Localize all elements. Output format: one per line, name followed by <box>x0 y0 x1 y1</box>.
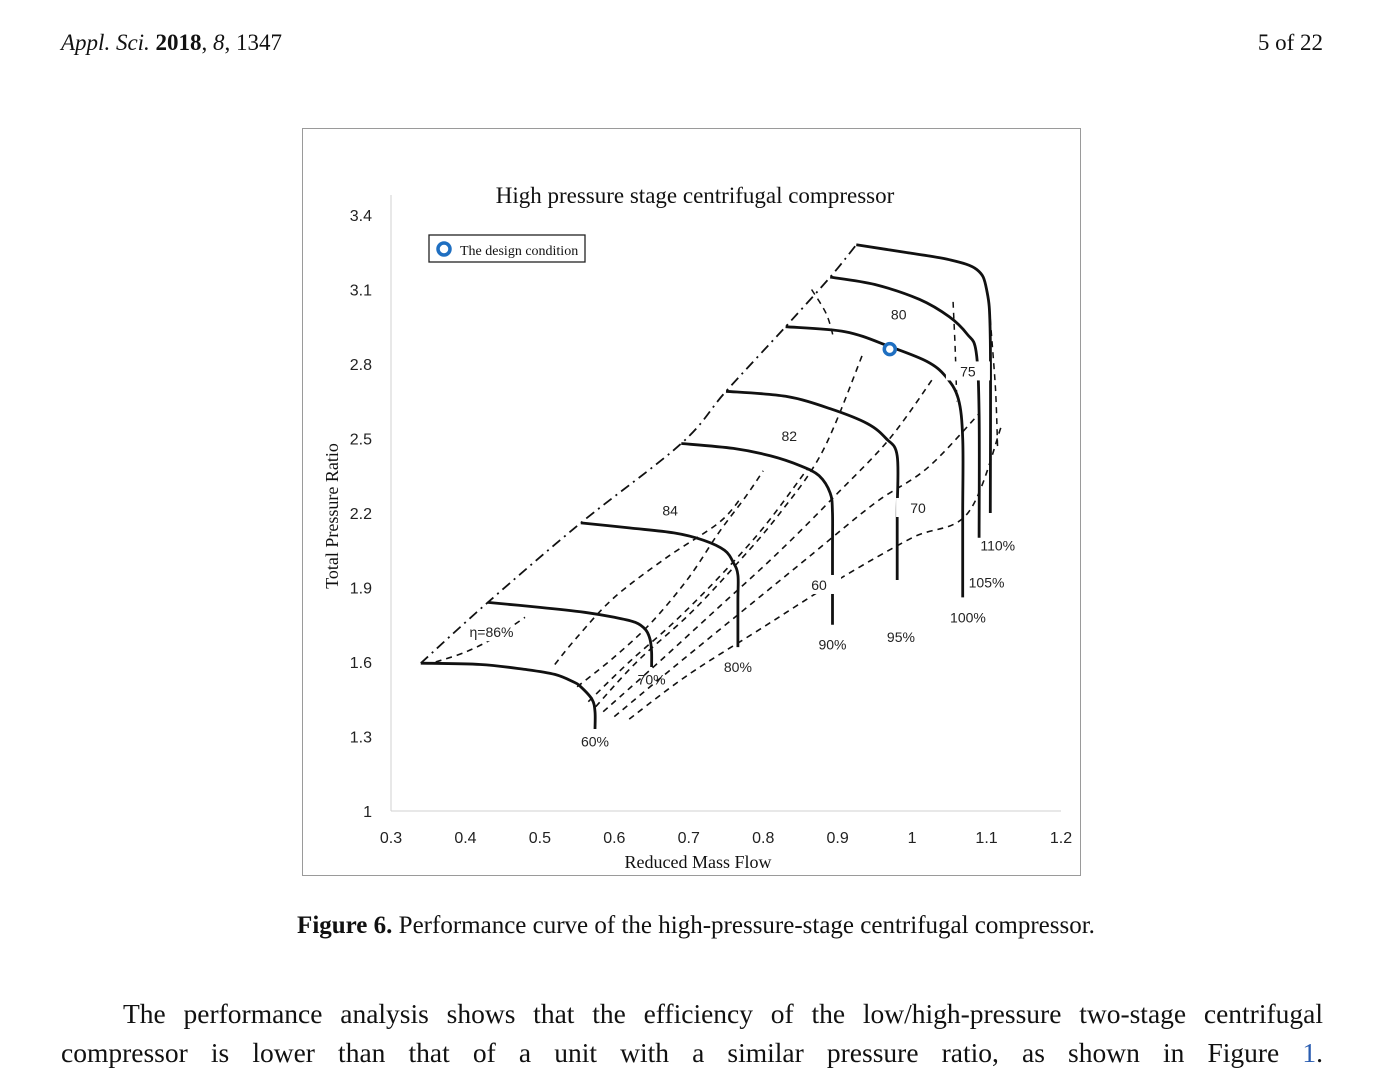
y-tick-label: 3.4 <box>350 208 372 225</box>
efficiency-contour <box>602 375 936 713</box>
speed-line <box>420 661 597 730</box>
x-tick-label: 0.8 <box>752 830 774 847</box>
y-tick-label: 1.6 <box>350 655 372 672</box>
comma-separator: , <box>224 30 231 55</box>
speed-label: 95% <box>887 629 915 645</box>
chart-title: High pressure stage centrifugal compress… <box>496 183 895 208</box>
article-number: 1347 <box>236 30 283 55</box>
x-tick-label: 1.1 <box>975 830 997 847</box>
efficiency-label: 70 <box>910 500 926 516</box>
speed-label: 80% <box>724 659 752 675</box>
speed-label: 110% <box>980 537 1015 553</box>
paragraph-line-2-text: compressor is lower than that of a unit … <box>61 1037 1280 1068</box>
y-tick-label: 2.8 <box>350 357 372 374</box>
y-tick-label: 1 <box>363 804 372 821</box>
y-tick-label: 2.5 <box>350 432 372 449</box>
y-axis-label: Total Pressure Ratio <box>322 443 342 589</box>
efficiency-contour <box>628 425 1003 720</box>
choke-dash-line <box>810 289 835 340</box>
efficiency-label: 82 <box>781 428 797 444</box>
x-axis-label: Reduced Mass Flow <box>625 852 772 872</box>
efficiency-label: 84 <box>662 502 678 518</box>
contour-label-background <box>896 498 941 517</box>
efficiency-label: 75 <box>960 363 976 379</box>
efficiency-label: 80 <box>891 306 907 322</box>
y-tick-label: 1.3 <box>350 730 372 747</box>
speed-label: 70% <box>638 671 666 687</box>
body-paragraph: The performance analysis shows that the … <box>61 994 1323 1072</box>
design-point-marker <box>882 341 898 357</box>
x-tick-label: 1 <box>908 830 917 847</box>
speed-line <box>829 275 981 538</box>
contour-label-background <box>767 425 812 445</box>
figure-caption: Figure 6. Performance curve of the high-… <box>0 912 1392 940</box>
efficiency-contour <box>435 616 526 663</box>
x-tick-label: 0.7 <box>678 830 700 847</box>
legend: The design condition <box>428 234 586 263</box>
x-tick-label: 0.3 <box>380 830 402 847</box>
speed-line <box>487 601 654 668</box>
speed-line <box>785 325 965 598</box>
performance-chart: 0.3 0.4 0.5 0.6 0.7 0.8 0.9 1 1.1 1.2 1 1.3 1.6 1.9 2.… <box>322 183 1072 872</box>
figure-frame: 0.3 0.4 0.5 0.6 0.7 0.8 0.9 1 1.1 1.2 1 1.3 1.6 1.9 2.… <box>302 128 1081 876</box>
speed-line <box>725 389 900 580</box>
journal-volume: 8 <box>213 30 225 55</box>
efficiency-contour <box>587 467 809 703</box>
efficiency-contour <box>576 470 764 688</box>
efficiency-contour <box>613 413 980 718</box>
y-tick-label: 3.1 <box>350 283 372 300</box>
speed-label: 100% <box>950 609 986 625</box>
comma-separator: , <box>201 30 208 55</box>
caption-text: Performance curve of the high-pressure-s… <box>398 912 1095 939</box>
speed-label: 90% <box>818 637 846 653</box>
paragraph-line-2-end: . <box>1316 1037 1323 1068</box>
figure-reference-link[interactable]: 1 <box>1302 1037 1317 1068</box>
legend-label: The design condition <box>460 244 578 259</box>
journal-name: Appl. Sci. <box>61 30 150 55</box>
x-tick-label: 0.6 <box>603 830 625 847</box>
x-tick-label: 0.4 <box>454 830 476 847</box>
speed-line <box>580 521 740 648</box>
speed-line <box>681 442 835 625</box>
paragraph-line-1: The performance analysis shows that the … <box>123 998 1323 1029</box>
page-number: 5 of 22 <box>1257 30 1323 55</box>
x-tick-label: 1.2 <box>1050 830 1072 847</box>
efficiency-label: η=86% <box>470 624 514 640</box>
contour-label-background <box>945 361 990 381</box>
surge-line <box>420 244 857 664</box>
legend-marker-icon <box>436 241 452 257</box>
contour-label-background <box>876 304 921 324</box>
legend-box <box>428 234 586 263</box>
x-tick-label: 0.5 <box>529 830 551 847</box>
journal-year: 2018 <box>155 30 202 55</box>
x-tick-label: 0.9 <box>827 830 849 847</box>
speed-label: 60% <box>581 733 609 749</box>
speed-line <box>856 243 992 514</box>
contour-label-background <box>797 574 842 594</box>
y-tick-label: 1.9 <box>350 581 372 598</box>
speed-label: 105% <box>969 575 1005 591</box>
y-tick-label: 2.2 <box>350 506 372 523</box>
efficiency-label: 60 <box>811 577 827 593</box>
contour-label-background <box>469 622 514 642</box>
contour-label-background <box>648 500 693 520</box>
efficiency-contour <box>554 497 742 666</box>
running-header-citation: Appl. Sci. 2018, 8, 1347 <box>61 30 282 56</box>
paragraph-line-2: compressor is lower than that of a unit … <box>61 1033 1323 1072</box>
caption-label: Figure 6. <box>297 912 393 939</box>
